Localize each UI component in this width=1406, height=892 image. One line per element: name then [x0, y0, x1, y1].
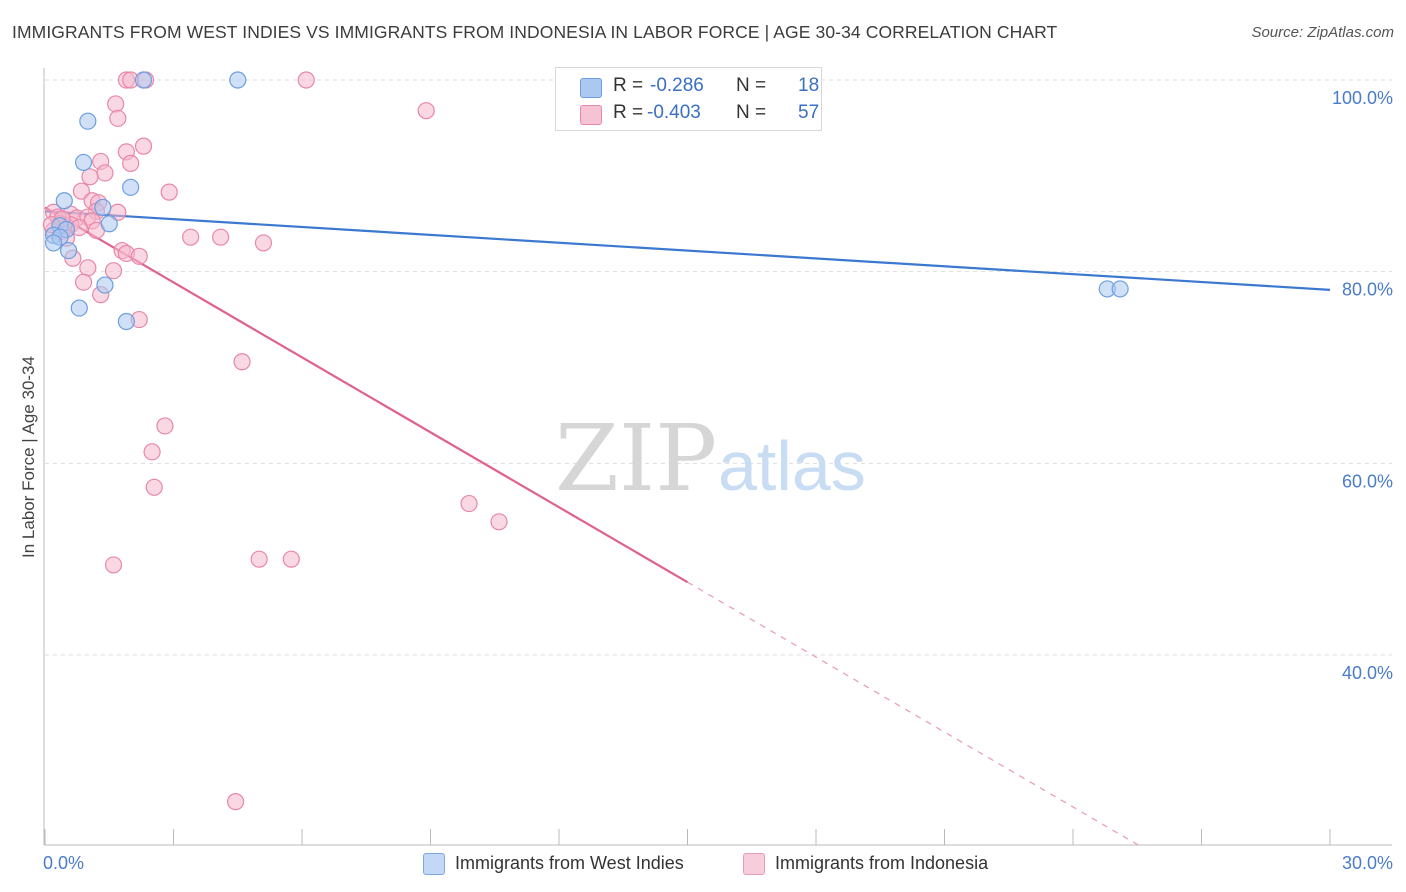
point-west-indies [79, 112, 97, 130]
point-indonesia [254, 234, 273, 252]
legend-r-value: -0.286 [650, 75, 704, 96]
series-swatch-blue [423, 853, 445, 875]
series-label: Immigrants from West Indies [455, 853, 684, 873]
point-west-indies [59, 241, 78, 260]
y-tick-label: 40.0% [1342, 663, 1393, 683]
legend-r-value: -0.403 [647, 102, 701, 123]
legend-n-value: 18 [798, 75, 820, 96]
legend-swatch-pink [580, 105, 602, 125]
point-indonesia [96, 164, 114, 182]
point-indonesia [72, 182, 91, 200]
point-indonesia [104, 556, 123, 574]
point-indonesia [130, 247, 148, 265]
watermark-zip: ZIP [555, 405, 717, 512]
point-indonesia [107, 95, 125, 113]
y-tick-label: 60.0% [1342, 471, 1393, 491]
x-tick-label: 30.0% [1342, 853, 1393, 873]
point-west-indies [117, 312, 135, 331]
point-indonesia [282, 550, 300, 568]
legend-swatch-blue [580, 78, 602, 98]
point-indonesia [233, 353, 251, 371]
legend-n-value: 57 [798, 102, 820, 123]
tick-labels: 100.0% 80.0% 60.0% 40.0% 0.0% 30.0% [43, 88, 1393, 873]
point-indonesia [460, 494, 478, 513]
point-west-indies [74, 153, 93, 172]
point-indonesia [212, 228, 230, 246]
point-west-indies [96, 276, 114, 294]
point-indonesia [104, 262, 123, 280]
axes [43, 68, 1392, 846]
legend-n-label: N = [736, 102, 767, 123]
source-label: Source: ZipAtlas.com [1251, 24, 1394, 41]
correlation-legend: R = -0.286 N = 18 R = -0.403 N = 57 [555, 67, 822, 131]
legend-r-label: R = [613, 75, 644, 96]
series-label: Immigrants from Indonesia [775, 853, 989, 873]
point-indonesia [143, 443, 161, 461]
trend-line-west-indies [44, 210, 1331, 291]
trend-lines [44, 206, 1331, 848]
x-tick-label: 0.0% [43, 853, 84, 873]
legend-n-label: N = [736, 75, 767, 96]
point-west-indies [94, 198, 112, 217]
trend-line-indonesia-extrapolated [687, 581, 1142, 848]
point-west-indies [1111, 280, 1129, 298]
point-indonesia [79, 259, 97, 277]
point-indonesia [109, 109, 127, 127]
point-indonesia [74, 273, 93, 291]
point-indonesia [297, 71, 315, 89]
point-west-indies [44, 234, 63, 252]
point-indonesia [160, 183, 178, 201]
point-indonesia [417, 102, 435, 120]
point-indonesia [134, 137, 153, 155]
point-west-indies [134, 71, 153, 89]
point-indonesia [490, 513, 508, 531]
point-west-indies [100, 215, 118, 233]
point-west-indies [122, 178, 140, 196]
point-indonesia [145, 478, 163, 496]
point-west-indies [70, 299, 88, 317]
y-tick-label: 100.0% [1332, 88, 1393, 108]
chart-title: IMMIGRANTS FROM WEST INDIES VS IMMIGRANT… [12, 22, 1058, 42]
point-indonesia [156, 417, 174, 435]
point-indonesia [182, 228, 200, 246]
y-tick-label: 80.0% [1342, 280, 1393, 300]
point-west-indies [55, 192, 73, 210]
point-indonesia [250, 550, 268, 568]
point-west-indies [229, 71, 247, 89]
series-swatch-pink [743, 853, 765, 875]
data-points [42, 71, 1129, 811]
point-indonesia [122, 154, 140, 172]
point-indonesia [227, 793, 245, 811]
watermark: ZIP atlas [555, 405, 866, 512]
legend-r-label: R = [613, 102, 644, 123]
point-indonesia [81, 168, 99, 186]
y-axis-label: In Labor Force | Age 30-34 [19, 356, 38, 558]
watermark-atlas: atlas [718, 427, 866, 505]
trend-line-indonesia [44, 206, 689, 584]
